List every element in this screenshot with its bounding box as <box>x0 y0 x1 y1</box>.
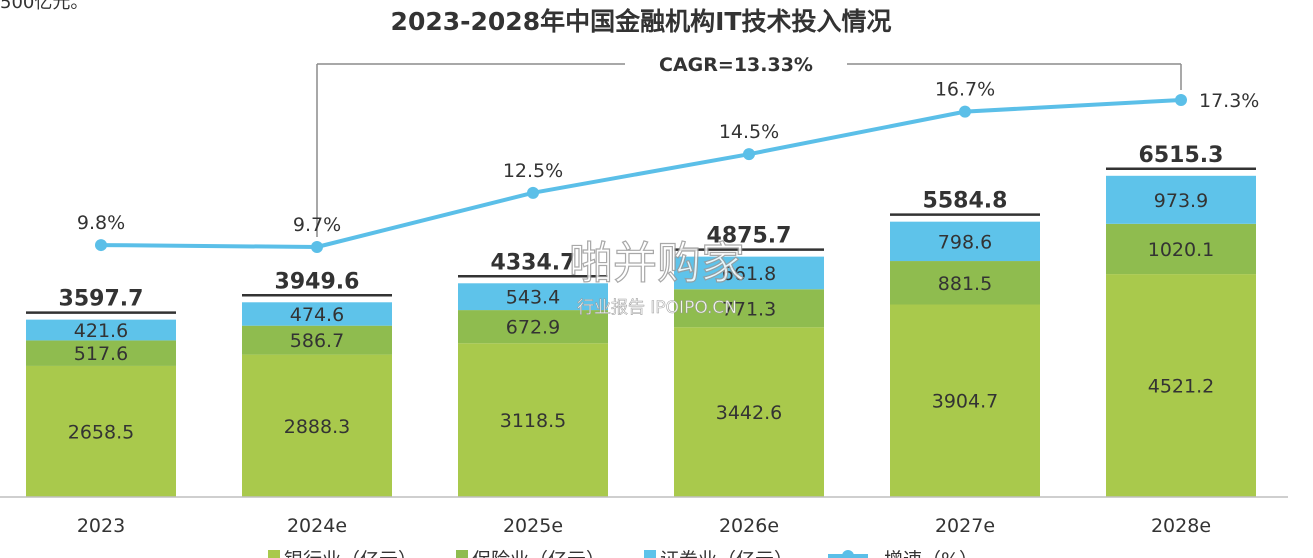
bar-segment-1-2023 <box>26 365 176 497</box>
bar-segment-2-2026e <box>674 289 824 328</box>
total-label: 3597.7 <box>59 287 144 312</box>
x-tick-label: 2027e <box>935 515 995 537</box>
segment-label: 798.6 <box>938 231 992 253</box>
bar-segment-3-2027e <box>890 221 1040 262</box>
x-tick-label: 2024e <box>287 515 347 537</box>
segment-label: 973.9 <box>1154 190 1208 212</box>
total-label: 4875.7 <box>707 224 792 249</box>
segment-label: 2658.5 <box>68 421 134 443</box>
watermark: 啪并购家 行业报告 IPOIPO.CN <box>568 237 745 318</box>
bar-segment-2-2025e <box>458 310 608 344</box>
growth-label: 16.7% <box>935 79 995 101</box>
bar-segment-3-2023 <box>26 319 176 341</box>
growth-point <box>311 241 323 253</box>
growth-label: 17.3% <box>1199 90 1259 112</box>
bar-segment-1-2028e <box>1106 274 1256 497</box>
bar-segment-3-2026e <box>674 256 824 290</box>
cagr-label: CAGR=13.33% <box>659 54 813 76</box>
growth-point <box>527 186 539 199</box>
total-label: 6515.3 <box>1139 143 1224 168</box>
bar-segment-3-2028e <box>1106 175 1256 224</box>
chart-title: 2023-2028年中国金融机构IT技术投入情况 <box>391 7 892 36</box>
watermark-sub: 行业报告 IPOIPO.CN <box>577 298 737 318</box>
segment-label: 474.6 <box>290 304 344 326</box>
segment-label: 586.7 <box>290 330 344 352</box>
segment-label: 3442.6 <box>716 402 782 424</box>
legend-swatch <box>644 550 656 558</box>
bar-segment-2-2027e <box>890 261 1040 305</box>
legend-label: 证券业（亿元） <box>660 549 793 558</box>
legend-swatch <box>456 550 468 558</box>
growth-point <box>743 148 755 161</box>
segment-label: 771.3 <box>722 298 776 320</box>
x-tick-label: 2023 <box>77 515 125 537</box>
watermark-main: 啪并购家 <box>569 238 745 289</box>
growth-line <box>100 98 1182 249</box>
total-label: 5584.8 <box>923 189 1008 214</box>
segment-label: 672.9 <box>506 317 560 339</box>
growth-point <box>95 239 107 252</box>
growth-point <box>1175 94 1187 106</box>
segment-label: 517.6 <box>74 343 128 365</box>
segment-label: 661.8 <box>722 263 776 285</box>
segment-label: 3118.5 <box>500 410 566 432</box>
cagr-annotation: CAGR=13.33% <box>316 54 1182 237</box>
x-tick-label: 2028e <box>1151 515 1211 537</box>
growth-label: 9.8% <box>77 212 125 234</box>
x-tick-label: 2026e <box>719 515 779 537</box>
growth-label: 9.7% <box>293 214 341 236</box>
legend-line-marker <box>842 550 854 558</box>
segment-label: 543.4 <box>506 287 560 309</box>
bar-segment-2-2024e <box>242 325 392 355</box>
growth-point <box>959 105 971 118</box>
total-label: 4334.7 <box>491 250 576 275</box>
bar-segment-1-2027e <box>890 304 1040 497</box>
legend-label: 增速（%） <box>884 549 978 558</box>
segment-label: 421.6 <box>74 320 128 342</box>
bar-segment-2-2023 <box>26 340 176 366</box>
bar-segment-1-2025e <box>458 343 608 497</box>
legend: 银行业（亿元） 保险业（亿元） 证券业（亿元） 增速（%） <box>268 549 978 558</box>
legend-label: 保险业（亿元） <box>472 549 605 558</box>
x-axis: 2023 2024e 2025e 2026e 2027e 2028e <box>0 496 1288 537</box>
bar-segment-3-2024e <box>242 302 392 326</box>
segment-label: 3904.7 <box>932 391 998 413</box>
growth-label: 14.5% <box>719 121 779 143</box>
bar-segment-2-2028e <box>1106 223 1256 275</box>
growth-line-layer: 9.8% 9.7% 12.5% 14.5% 16.7% 17.3% <box>77 79 1259 253</box>
top-note: 500亿元。 <box>0 0 88 13</box>
legend-swatch <box>268 550 280 558</box>
segment-label: 1020.1 <box>1148 239 1214 261</box>
bar-segment-3-2025e <box>458 283 608 311</box>
x-tick-label: 2025e <box>503 515 563 537</box>
legend-label: 银行业（亿元） <box>284 549 417 558</box>
total-label: 3949.6 <box>275 269 360 294</box>
bar-segment-1-2026e <box>674 327 824 497</box>
segment-label: 2888.3 <box>284 416 350 438</box>
segment-label: 881.5 <box>938 273 992 295</box>
segment-label: 4521.2 <box>1148 376 1214 398</box>
bar-segment-1-2024e <box>242 354 392 497</box>
growth-label: 12.5% <box>503 160 563 182</box>
